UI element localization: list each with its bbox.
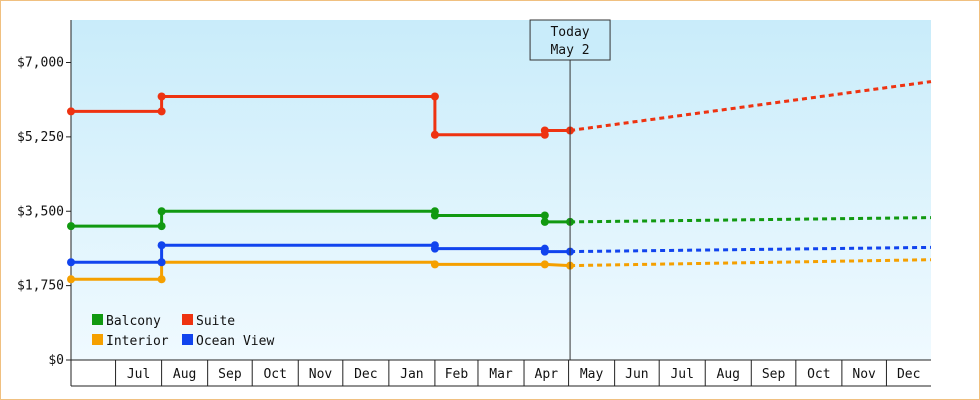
- legend-label: Suite: [196, 314, 235, 329]
- legend-swatch: [182, 334, 193, 345]
- today-date: May 2: [550, 43, 589, 58]
- data-point: [540, 126, 549, 135]
- series-lines: [67, 80, 932, 284]
- x-axis: Jul Aug Sep Oct Nov Dec Jan Feb Mar Apr May Jun Jul A…: [71, 359, 931, 387]
- data-point: [157, 258, 166, 267]
- y-tick-label: $7,000: [17, 56, 64, 71]
- legend-item-interior: Interior: [92, 334, 169, 349]
- today-label: Today: [550, 25, 589, 40]
- month-label: May: [580, 367, 604, 382]
- month-label: Oct: [263, 367, 286, 382]
- forecast-line: [569, 80, 932, 132]
- data-point: [430, 211, 439, 220]
- data-point: [157, 241, 166, 250]
- data-point: [540, 217, 549, 226]
- month-label: Mar: [489, 367, 513, 382]
- y-tick-label: $3,500: [17, 204, 64, 219]
- legend-swatch: [182, 314, 193, 325]
- month-label: Feb: [445, 367, 469, 382]
- month-label: Sep: [762, 367, 786, 382]
- data-point: [67, 258, 75, 267]
- data-point: [157, 222, 166, 231]
- legend-label: Ocean View: [196, 334, 274, 349]
- month-label: Nov: [309, 367, 333, 382]
- data-point: [540, 247, 549, 256]
- series-suite: [67, 80, 932, 139]
- month-label: Jul: [670, 367, 693, 382]
- series-ocean-view: [67, 241, 932, 267]
- data-point: [67, 222, 75, 231]
- month-label: Jan: [400, 367, 423, 382]
- month-label: Oct: [807, 367, 830, 382]
- month-label: Sep: [218, 367, 242, 382]
- month-label: Dec: [354, 367, 377, 382]
- legend-swatch: [92, 314, 103, 325]
- y-tick-label: $1,750: [17, 279, 64, 294]
- legend-item-suite: Suite: [182, 314, 235, 329]
- month-label: Jul: [127, 367, 150, 382]
- legend-item-ocean-view: Ocean View: [182, 334, 274, 349]
- legend-item-balcony: Balcony: [92, 314, 161, 329]
- data-point: [157, 275, 166, 284]
- data-point: [540, 211, 549, 220]
- data-point: [157, 92, 166, 101]
- data-point: [540, 260, 549, 269]
- data-point: [67, 107, 75, 116]
- legend-swatch: [92, 334, 103, 345]
- series-interior: [67, 258, 932, 284]
- forecast-line: [570, 258, 932, 268]
- legend: Balcony Suite Interior Ocean View: [92, 314, 274, 349]
- legend-label: Balcony: [106, 314, 161, 329]
- data-point: [67, 275, 75, 284]
- legend-label: Interior: [106, 334, 169, 349]
- today-box: [529, 19, 611, 61]
- data-point: [157, 107, 166, 116]
- y-axis: $0 $1,750 $3,500 $5,250 $7,000: [17, 20, 72, 386]
- month-label: Jun: [625, 367, 648, 382]
- data-point: [430, 244, 439, 253]
- series-balcony: [67, 207, 932, 231]
- month-label: Nov: [852, 367, 876, 382]
- month-label: Dec: [897, 367, 920, 382]
- y-tick-label: $0: [48, 353, 64, 368]
- forecast-line: [570, 216, 932, 224]
- month-label: Apr: [535, 367, 559, 382]
- data-point: [157, 207, 166, 216]
- data-point: [430, 92, 439, 101]
- month-label: Aug: [717, 367, 740, 382]
- forecast-line: [570, 245, 932, 254]
- today-marker: Today May 2: [529, 19, 611, 360]
- data-point: [430, 130, 439, 139]
- data-point: [430, 260, 439, 269]
- y-tick-label: $5,250: [17, 130, 64, 145]
- month-label: Aug: [173, 367, 196, 382]
- plot-background: [71, 20, 931, 360]
